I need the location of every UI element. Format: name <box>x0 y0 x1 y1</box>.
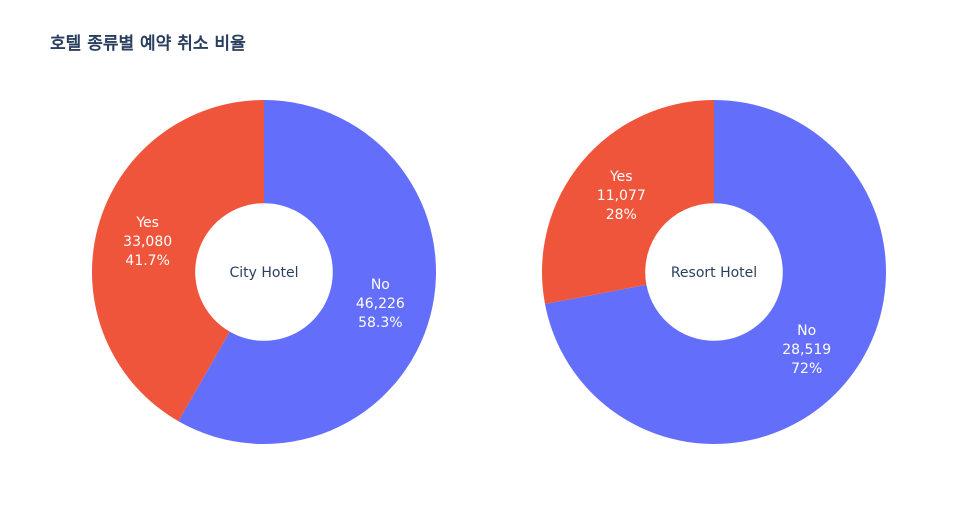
resort-hotel-donut: No 28,519 72% Yes 11,077 28% Resort Hotel <box>542 100 886 444</box>
slice-label-text: Yes <box>135 215 159 231</box>
slice-label-text: No <box>797 323 816 339</box>
city-hotel-donut: No 46,226 58.3% Yes 33,080 41.7% City Hotel <box>91 100 437 445</box>
slice-label-text: Yes <box>609 169 633 185</box>
slice-percent-label: 72% <box>791 361 822 377</box>
slice-label-text: No <box>371 277 390 293</box>
slice-value-label: 11,077 <box>597 188 646 204</box>
pie-slice-no[interactable] <box>544 100 886 444</box>
slice-value-label: 46,226 <box>356 296 405 312</box>
donut-center-label: Resort Hotel <box>671 265 757 281</box>
chart-title: 호텔 종류별 예약 취소 비율 <box>50 33 246 54</box>
donut-center-label: City Hotel <box>230 265 299 281</box>
slice-percent-label: 28% <box>606 207 637 223</box>
slice-percent-label: 41.7% <box>125 253 169 269</box>
pie-slice-no[interactable] <box>178 100 437 445</box>
pie-slice-yes[interactable] <box>91 100 264 422</box>
pie-slice-yes[interactable] <box>542 100 714 304</box>
slice-value-label: 28,519 <box>782 342 831 358</box>
slice-percent-label: 58.3% <box>358 315 402 331</box>
slice-value-label: 33,080 <box>123 234 172 250</box>
